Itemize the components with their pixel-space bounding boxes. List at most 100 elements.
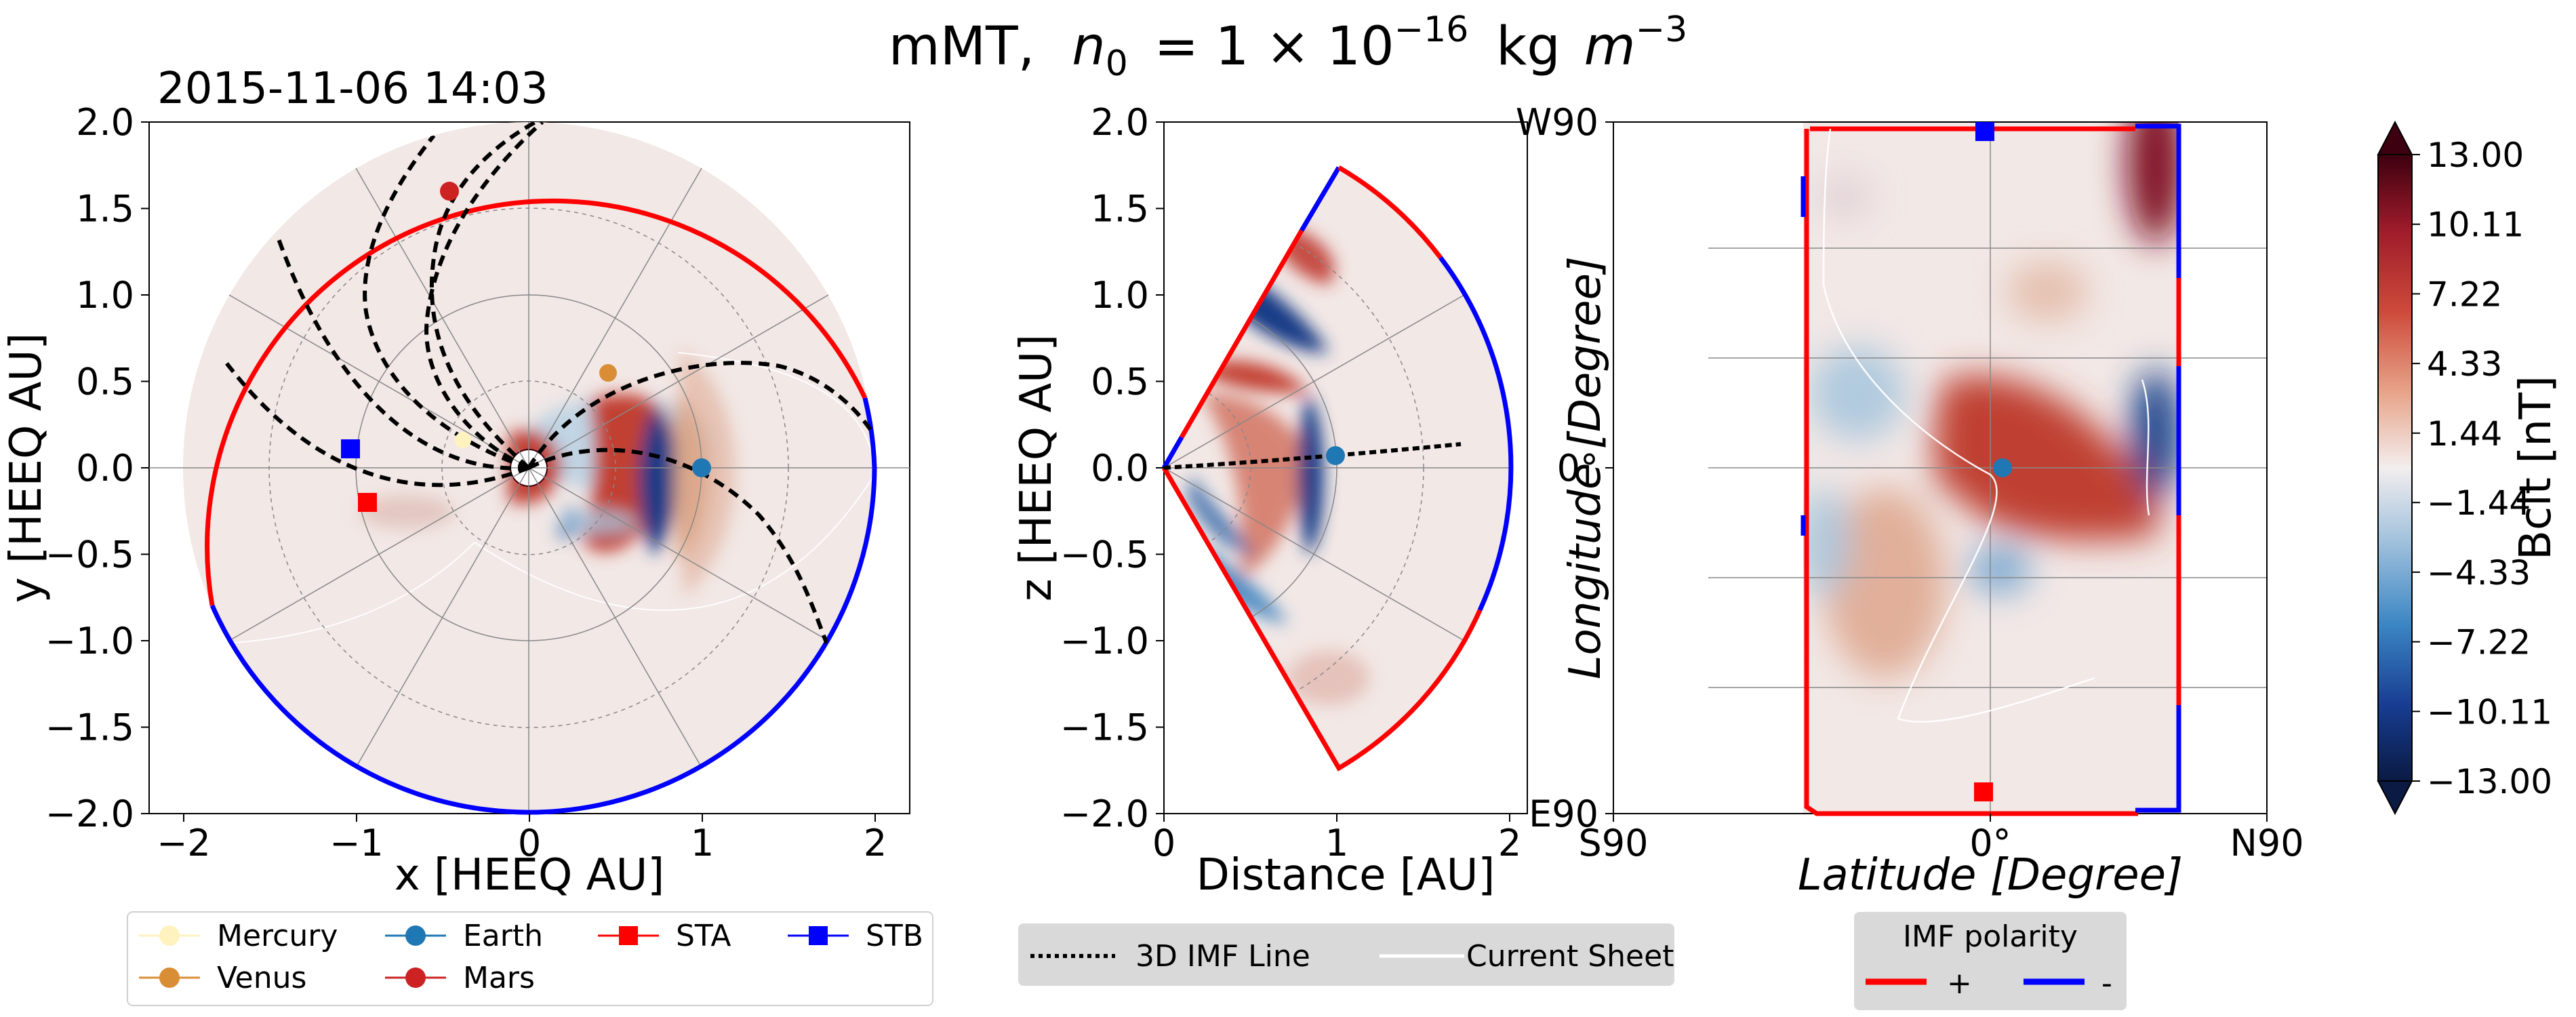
latlon-grid: [1708, 122, 2267, 814]
y-tick-label: 1.0: [1091, 274, 1149, 317]
colorbar-tick-label: 7.22: [2427, 275, 2502, 314]
colorbar-tick-label: 4.33: [2427, 344, 2502, 384]
x-tick-label: S90: [1579, 822, 1649, 864]
legend-label: Mars: [463, 961, 535, 995]
latlon-y-label: Longitude [Degree]: [1561, 256, 1611, 679]
latlon-panel: S90 0° N90 E90 0° W90 Latitude [Degree] Long…: [1516, 101, 2304, 900]
latlon-current-sheet: [1822, 128, 2150, 723]
meridional-x-ticks: 0 1 2: [1152, 814, 1521, 864]
y-tick-label: W90: [1516, 101, 1598, 144]
y-tick-label: 0.5: [76, 361, 134, 403]
colorbar-gradient: [2377, 154, 2413, 782]
x-tick-label: 0°: [1969, 822, 2011, 864]
legend-polarity-box: [1854, 912, 2127, 1010]
colorbar-tick-label: −4.33: [2427, 553, 2531, 593]
legend-label: Mercury: [217, 919, 338, 953]
legend-bodies-box: [127, 911, 933, 1006]
equatorial-x-ticks: −2 −1 0 1 2: [157, 814, 887, 864]
meridional-grid: [1164, 207, 1512, 728]
x-tick-label: −1: [329, 822, 384, 864]
y-tick-label: 0°: [1557, 447, 1598, 490]
stb-marker: [341, 439, 360, 458]
y-tick-label: 2.0: [76, 101, 134, 144]
y-tick-label: 2.0: [1091, 101, 1149, 144]
meridional-earth-marker: [1326, 446, 1345, 465]
meridional-y-label: z [HEEQ AU]: [1011, 334, 1062, 601]
legend-negative-label: -: [2101, 966, 2112, 1001]
colorbar: 13.00 10.11 7.22 4.33 1.44 −1.44 −4.33 −7.22 −10…: [2377, 120, 2561, 816]
legend-marker: [619, 926, 638, 945]
y-tick-label: −1.0: [45, 620, 134, 662]
meridional-x-label: Distance [AU]: [1196, 850, 1495, 900]
legend-item-earth: Earth: [385, 919, 543, 953]
legend-item-venus: Venus: [139, 961, 306, 995]
y-tick-label: −1.0: [1060, 620, 1149, 662]
x-tick-label: 1: [691, 822, 714, 864]
x-tick-label: 0: [518, 822, 541, 864]
meridional-panel: 0 1 2 −2.0 −1.5 −1.0 −0.5 0.0 0.5 1.0 1.5 2.0 Dist…: [1011, 101, 1528, 900]
legend-current-sheet-label: Current Sheet: [1466, 939, 1674, 974]
latlon-stb-marker: [1975, 122, 1994, 141]
latlon-earth-marker: [1993, 458, 2012, 477]
legend-marker: [809, 926, 828, 945]
y-tick-label: 0.0: [1091, 447, 1149, 490]
legend-marker: [159, 968, 180, 988]
mars-marker: [440, 182, 459, 201]
legend-lines-box: [1018, 923, 1674, 986]
legend-polarity: IMF polarity + -: [1854, 912, 2127, 1010]
colorbar-ticks: 13.00 10.11 7.22 4.33 1.44 −1.44 −4.33 −7.22 −10…: [2412, 136, 2552, 801]
x-tick-label: 2: [1498, 822, 1521, 864]
legend-item-mercury: Mercury: [139, 919, 338, 953]
legend-label: Earth: [463, 919, 543, 953]
colorbar-tick-label: 10.11: [2427, 205, 2524, 245]
x-tick-label: 2: [864, 822, 887, 864]
equatorial-field: [183, 349, 874, 646]
y-tick-label: −1.5: [45, 706, 134, 749]
mercury-marker: [455, 432, 471, 448]
latlon-x-ticks: S90 0° N90: [1579, 814, 2304, 864]
y-tick-label: 0.5: [1091, 361, 1149, 403]
y-tick-label: −0.5: [1060, 534, 1149, 576]
legend-marker: [405, 968, 426, 988]
legend-label: STB: [866, 919, 923, 953]
y-tick-label: 1.5: [76, 188, 134, 231]
x-tick-label: 0: [1152, 822, 1175, 864]
colorbar-tick-label: −13.00: [2427, 762, 2552, 801]
meridional-y-ticks: −2.0 −1.5 −1.0 −0.5 0.0 0.5 1.0 1.5 2.0: [1060, 101, 1164, 835]
polarity-arc-negative: [209, 397, 877, 815]
legend-item-mars: Mars: [385, 961, 535, 995]
x-tick-label: −2: [157, 822, 211, 864]
x-tick-label: 1: [1325, 822, 1348, 864]
latlon-x-label: Latitude [Degree]: [1798, 850, 2183, 900]
y-tick-label: −2.0: [45, 793, 134, 835]
y-tick-label: 1.0: [76, 274, 134, 317]
equatorial-panel: 2015-11-06 14:03: [1, 64, 910, 900]
meridional-polarity-boundary: [1161, 165, 1514, 772]
colorbar-tick-label: −1.44: [2427, 483, 2531, 523]
y-tick-label: −2.0: [1060, 793, 1149, 835]
legend-item-sta: STA: [598, 919, 731, 953]
legend-imf-line-label: 3D IMF Line: [1135, 939, 1310, 974]
colorbar-label: Bclt [nT]: [2511, 376, 2561, 560]
equatorial-y-label: y [HEEQ AU]: [1, 333, 52, 603]
timestamp-label: 2015-11-06 14:03: [157, 64, 548, 114]
sta-marker: [358, 493, 377, 512]
latlon-polarity-boundary: [1800, 123, 2181, 816]
legend-label: Venus: [217, 961, 306, 995]
y-tick-label: E90: [1529, 793, 1598, 835]
legend-lines: 3D IMF Line Current Sheet: [1018, 923, 1674, 986]
colorbar-tick-label: −10.11: [2427, 692, 2552, 732]
earth-marker: [692, 458, 711, 477]
y-tick-label: 1.5: [1091, 188, 1149, 231]
figure-title: mMT, n0 = 1 × 10−16 kg m−3: [889, 0, 1688, 88]
legend-label: STA: [676, 919, 731, 953]
legend-bodies: Mercury Earth STA STB Venus Mars: [127, 911, 933, 1006]
y-tick-label: −1.5: [1060, 706, 1149, 749]
legend-item-stb: STB: [788, 919, 923, 953]
colorbar-tick-label: 1.44: [2427, 414, 2502, 454]
legend-marker: [405, 925, 426, 946]
y-tick-label: −0.5: [45, 534, 134, 576]
venus-marker: [599, 364, 617, 382]
legend-positive-label: +: [1947, 966, 1972, 1001]
